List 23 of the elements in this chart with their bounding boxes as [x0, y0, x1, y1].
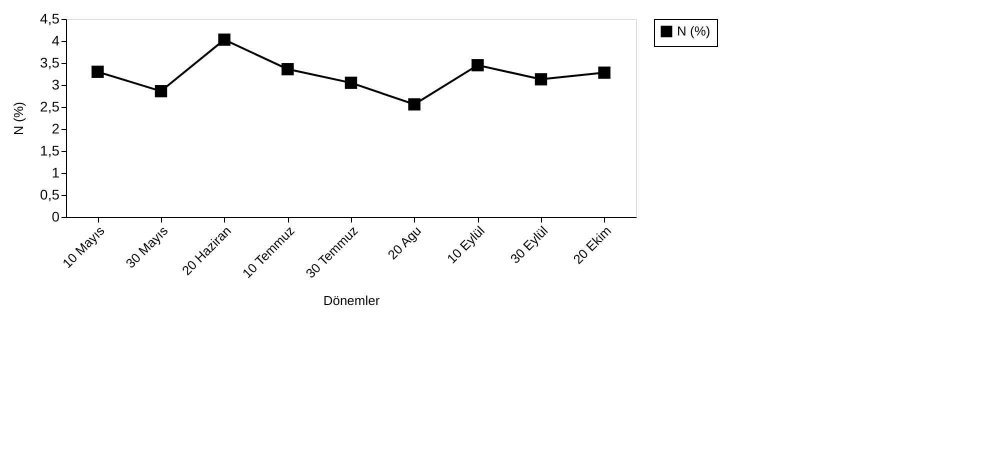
x-axis-title: Dönemler — [323, 293, 380, 308]
y-tick-label: 4,5 — [40, 10, 60, 26]
y-tick-label: 1 — [52, 164, 60, 180]
legend-label: N (%) — [677, 24, 710, 38]
y-tick-label: 3,5 — [40, 54, 60, 70]
point — [154, 85, 168, 98]
y-tick-label: 3 — [52, 76, 60, 92]
y-axis-title: N (%) — [11, 102, 26, 136]
y-tick-label: 0 — [52, 208, 60, 224]
point — [408, 98, 420, 110]
point — [92, 66, 104, 78]
point — [534, 73, 548, 86]
y-tick-label: 4 — [52, 32, 60, 48]
y-tick-label: 1,5 — [40, 142, 60, 158]
y-tick-label: 2 — [52, 120, 60, 136]
point — [472, 59, 484, 72]
y-tick-label: 0,5 — [40, 186, 60, 202]
point — [598, 66, 610, 79]
point — [218, 34, 230, 46]
y-tick-label: 2,5 — [40, 98, 60, 114]
x-tick-label: 20 Agu — [384, 223, 424, 262]
point — [282, 63, 294, 76]
point — [344, 76, 358, 89]
